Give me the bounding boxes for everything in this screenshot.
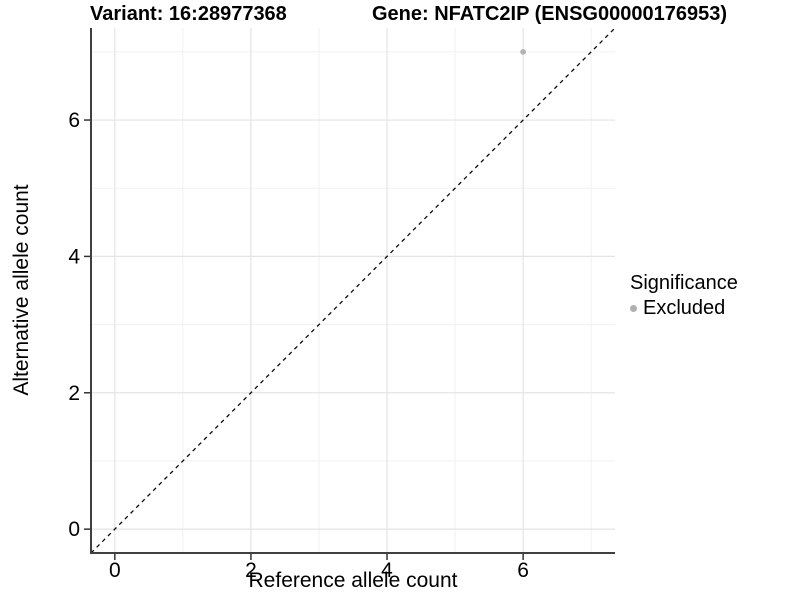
- data-point: [520, 48, 527, 55]
- legend-item-excluded: Excluded: [630, 297, 738, 320]
- legend-point-icon: [630, 305, 637, 312]
- y-tick-label: 4: [68, 245, 80, 268]
- x-tick-label: 2: [245, 559, 257, 582]
- x-tick-label: 6: [517, 559, 529, 582]
- x-axis-title: Reference allele count: [248, 569, 458, 592]
- legend-title: Significance: [630, 272, 738, 294]
- identity-line: [90, 27, 616, 554]
- legend-item-label: Excluded: [643, 297, 726, 319]
- legend: Significance Excluded: [630, 271, 738, 320]
- y-axis-title: Alternative allele count: [10, 184, 33, 396]
- y-tick-label: 6: [68, 109, 80, 132]
- x-tick-label: 4: [381, 559, 393, 582]
- gene-title: Gene: NFATC2IP (ENSG00000176953): [372, 3, 727, 25]
- variant-title: Variant: 16:28977368: [90, 3, 287, 25]
- x-tick-label: 0: [109, 559, 121, 582]
- y-tick-label: 2: [68, 382, 80, 405]
- y-tick-label: 0: [68, 518, 80, 541]
